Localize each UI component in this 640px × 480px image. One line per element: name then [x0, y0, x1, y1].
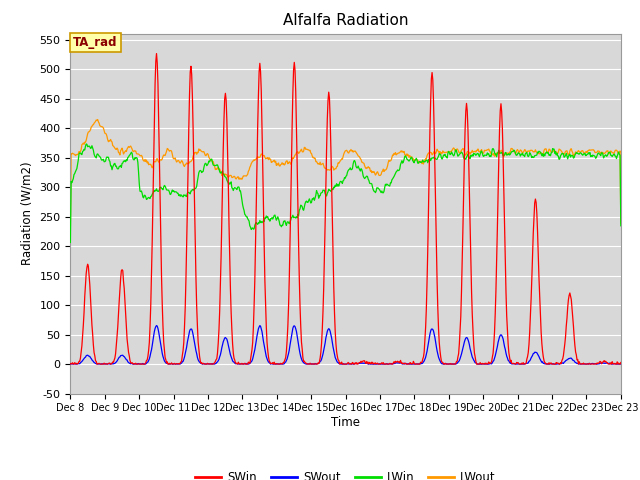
Text: TA_rad: TA_rad: [73, 36, 118, 49]
Y-axis label: Radiation (W/m2): Radiation (W/m2): [21, 162, 34, 265]
Legend: SWin, SWout, LWin, LWout: SWin, SWout, LWin, LWout: [191, 466, 500, 480]
Title: Alfalfa Radiation: Alfalfa Radiation: [283, 13, 408, 28]
X-axis label: Time: Time: [331, 416, 360, 429]
